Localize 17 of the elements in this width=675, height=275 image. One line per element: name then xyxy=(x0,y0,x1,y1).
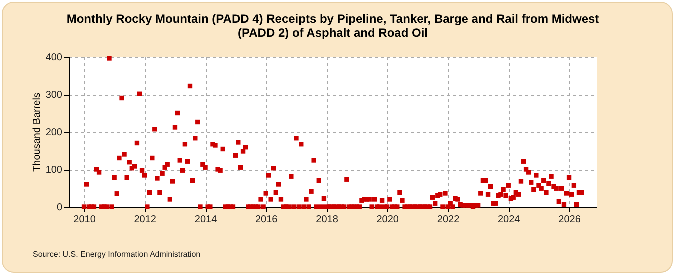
y-tick-label: 0 xyxy=(56,202,63,214)
y-tick-label: 100 xyxy=(46,165,63,176)
x-tick-label: 2012 xyxy=(134,214,157,226)
y-axis-title: Thousand Barrels xyxy=(32,93,43,172)
x-tick-label: 2024 xyxy=(498,214,521,226)
x-tick-label: 2010 xyxy=(74,214,96,226)
source-note: Source: U.S. Energy Information Administration xyxy=(33,250,201,259)
y-tick-label: 200 xyxy=(46,128,63,138)
x-tick-label: 2018 xyxy=(316,214,339,226)
x-tick-label: 2020 xyxy=(376,214,400,226)
x-tick-label: 2016 xyxy=(255,214,278,226)
y-tick-label: 300 xyxy=(46,90,63,101)
chart-title: Monthly Rocky Mountain (PADD 4) Receipts by Pipeline, Tanker, Barge and Rail from Midwest (PADD 2) of Asphalt and Road Oil xyxy=(66,12,600,40)
y-tick-label: 400 xyxy=(46,52,63,64)
x-tick-label: 2022 xyxy=(437,214,460,226)
x-tick-label: 2026 xyxy=(558,214,582,226)
x-tick-label: 2014 xyxy=(194,214,218,226)
